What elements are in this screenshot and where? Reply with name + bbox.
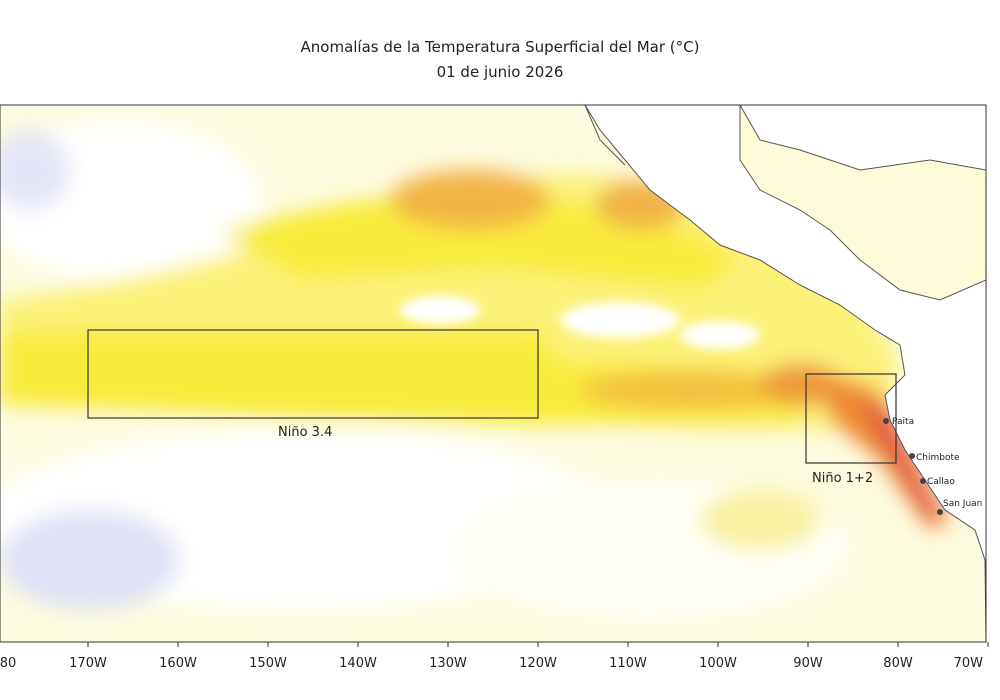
tick-label: 90W — [793, 656, 823, 671]
region-label: Niño 3.4 — [278, 425, 332, 440]
tick-label: 110W — [609, 656, 647, 671]
nino34-box — [87, 329, 539, 419]
tick-label: 80W — [883, 656, 913, 671]
city-label: San Juan — [943, 499, 982, 509]
tick-label: 100W — [699, 656, 737, 671]
city-dot — [883, 418, 889, 424]
tick-label: 130W — [429, 656, 467, 671]
city-dot — [920, 478, 926, 484]
city-label: Chimbote — [916, 453, 960, 463]
longitude-axis: 80 170W 160W 150W 140W 130W 120W 110W 100W 90W 80W… — [0, 642, 989, 671]
city-dot — [937, 509, 943, 515]
map-title: Anomalías de la Temperatura Superficial … — [301, 38, 700, 56]
tick-label: 150W — [249, 656, 287, 671]
tick-label: 170W — [69, 656, 107, 671]
city-label: Callao — [927, 477, 955, 487]
tick-label: 70W — [954, 656, 984, 671]
tick-label: 120W — [519, 656, 557, 671]
city-dot — [909, 453, 915, 459]
region-label: Niño 1+2 — [812, 471, 873, 486]
tick-label: 160W — [159, 656, 197, 671]
caribbean — [739, 105, 986, 301]
tick-label: 140W — [339, 656, 377, 671]
map-frame — [0, 104, 987, 643]
nino12-box — [805, 373, 897, 464]
tick-label: 80 — [0, 656, 16, 671]
city-label: Paita — [892, 417, 914, 427]
anomaly-field — [0, 105, 986, 642]
baja-coast — [584, 105, 626, 166]
map-date: 01 de junio 2026 — [437, 63, 564, 81]
